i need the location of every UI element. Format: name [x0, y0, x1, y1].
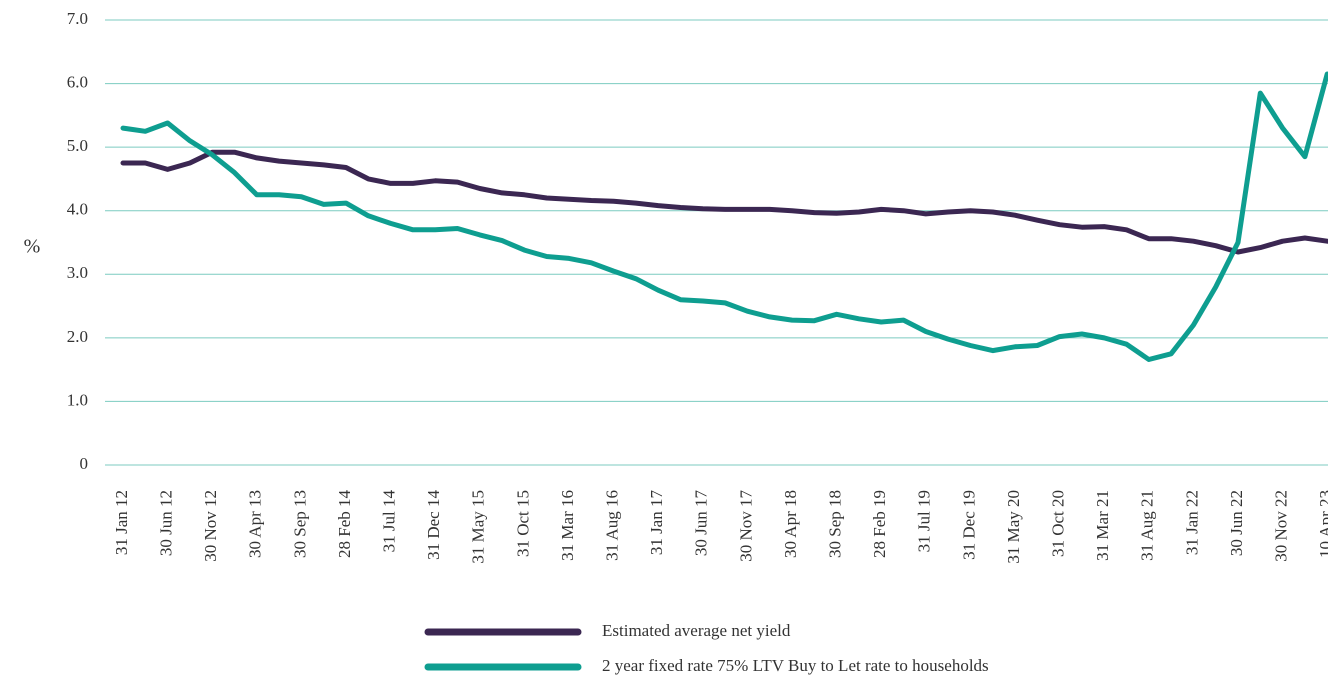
- series-line: [120, 149, 1328, 255]
- x-tick-label: 30 Sep 18: [826, 490, 845, 558]
- x-tick-label: 30 Nov 22: [1272, 490, 1291, 562]
- x-tick-label: 31 Jan 12: [112, 490, 131, 555]
- y-tick-label: 5.0: [67, 136, 88, 155]
- x-tick-label: 31 Jan 17: [647, 490, 666, 556]
- y-tick-label: 0: [80, 454, 89, 473]
- x-tick-label: 31 Oct 15: [513, 490, 532, 557]
- x-tick-label: 31 Jul 14: [380, 490, 399, 553]
- x-tick-label: 31 Mar 16: [558, 490, 577, 561]
- x-tick-label: 28 Feb 19: [870, 490, 889, 558]
- y-tick-label: 6.0: [67, 72, 88, 91]
- x-tick-label: 31 Oct 20: [1049, 490, 1068, 557]
- x-tick-label: 31 Mar 21: [1093, 490, 1112, 561]
- y-axis-label: %: [24, 236, 41, 258]
- x-tick-label: 31 May 20: [1004, 490, 1023, 564]
- legend-label: 2 year fixed rate 75% LTV Buy to Let rat…: [602, 656, 989, 675]
- x-tick-label: 31 Dec 19: [959, 490, 978, 560]
- x-tick-label: 31 May 15: [469, 490, 488, 564]
- x-tick-label: 10 Apr 23: [1316, 490, 1328, 558]
- series-line: [120, 71, 1328, 362]
- y-tick-label: 3.0: [67, 263, 88, 282]
- x-tick-label: 31 Aug 21: [1138, 490, 1157, 561]
- x-tick-label: 30 Nov 12: [201, 490, 220, 562]
- y-tick-label: 1.0: [67, 390, 88, 409]
- x-tick-label: 31 Jan 22: [1182, 490, 1201, 555]
- x-tick-label: 30 Jun 22: [1227, 490, 1246, 556]
- y-tick-label: 7.0: [67, 9, 88, 28]
- legend-label: Estimated average net yield: [602, 621, 791, 640]
- x-tick-label: 31 Aug 16: [603, 490, 622, 561]
- x-tick-label: 30 Apr 18: [781, 490, 800, 558]
- y-tick-label: 2.0: [67, 327, 88, 346]
- x-tick-label: 30 Jun 12: [157, 490, 176, 556]
- x-tick-label: 31 Dec 14: [424, 490, 443, 560]
- y-tick-label: 4.0: [67, 200, 88, 219]
- x-tick-label: 31 Jul 19: [915, 490, 934, 552]
- x-tick-label: 28 Feb 14: [335, 490, 354, 559]
- x-tick-label: 30 Sep 13: [290, 490, 309, 558]
- x-tick-label: 30 Apr 13: [246, 490, 265, 558]
- x-tick-label: 30 Nov 17: [736, 490, 755, 562]
- x-tick-label: 30 Jun 17: [692, 490, 711, 557]
